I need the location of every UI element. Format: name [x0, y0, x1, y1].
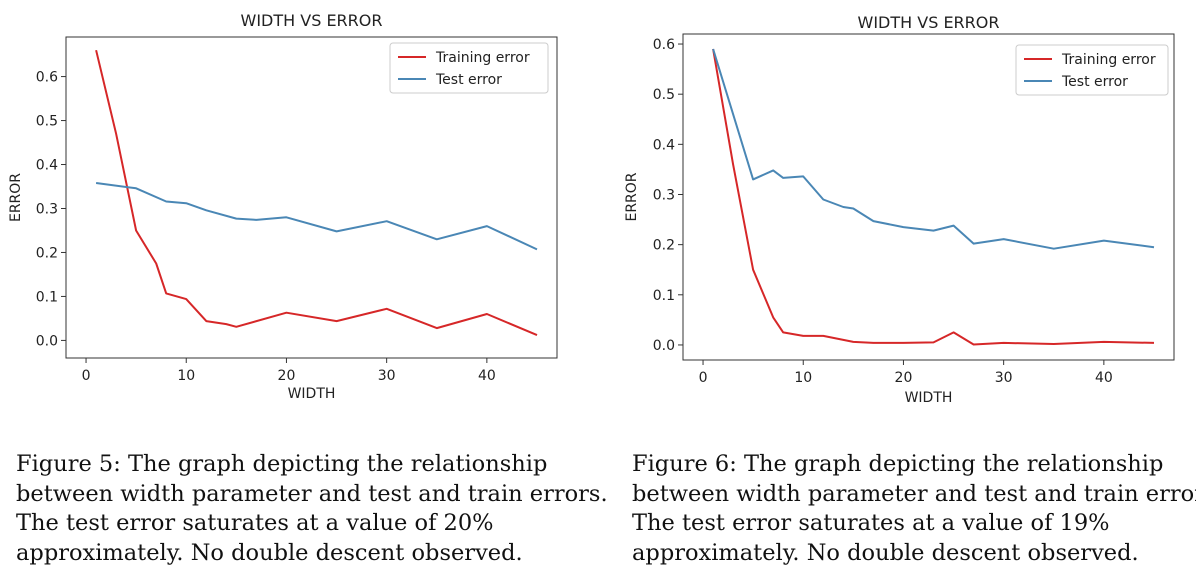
- figure-6-panel: WIDTH VS ERROR 0 10 20 30 40 0.0 0.1 0.2 0.3 0.4 0.…: [598, 0, 1196, 573]
- legend-label: Test error: [1061, 74, 1128, 90]
- figure-6-chart: WIDTH VS ERROR 0 10 20 30 40 0.0 0.1 0.2 0.3 0.4 0.…: [624, 13, 1175, 406]
- plot-frame: [682, 33, 1175, 361]
- caption-line: Figure 5: The graph depicting the relati…: [16, 451, 548, 477]
- caption-line: Figure 6: The graph depicting the relati…: [632, 451, 1164, 477]
- x-tick-label: 40: [1095, 370, 1113, 386]
- training-error-line: [712, 48, 1155, 346]
- legend-label: Training error: [435, 50, 530, 66]
- chart-title: WIDTH VS ERROR: [241, 11, 383, 30]
- test-error-line: [712, 48, 1155, 250]
- training-error-line: [95, 49, 538, 337]
- y-tick-label: 0.3: [653, 187, 675, 203]
- y-tick-label: 0.3: [36, 201, 58, 217]
- y-tick-label: 0.0: [36, 333, 58, 349]
- legend-box: [389, 42, 549, 94]
- x-tick-label: 0: [699, 370, 708, 386]
- y-tick-label: 0.2: [36, 245, 58, 261]
- figure-5-panel: WIDTH VS ERROR 0 10 20 30 40 0.0 0.1 0.2 0.3 0.4 0.…: [8, 11, 608, 568]
- legend-label: Test error: [435, 72, 502, 88]
- x-tick-label: 40: [478, 368, 496, 384]
- y-tick-label: 0.1: [36, 289, 58, 305]
- legend-label: Training error: [1061, 52, 1156, 68]
- figure-5-chart: WIDTH VS ERROR 0 10 20 30 40 0.0 0.1 0.2 0.3 0.4 0.…: [8, 11, 558, 402]
- x-tick-label: 20: [895, 370, 913, 386]
- x-tick-label: 30: [378, 368, 396, 384]
- y-tick-label: 0.5: [36, 114, 58, 130]
- x-tick-label: 10: [177, 368, 195, 384]
- caption-line: between width parameter and test and tra…: [632, 480, 1196, 507]
- plot-frame: [65, 36, 558, 359]
- x-tick-label: 20: [278, 368, 296, 384]
- caption-line: The test error saturates at a value of 1…: [632, 510, 1110, 536]
- figure-5-caption: Figure 5: The graph depicting the relati…: [16, 450, 608, 568]
- y-axis-label: ERROR: [8, 173, 24, 222]
- chart-title: WIDTH VS ERROR: [858, 13, 1000, 32]
- y-tick-label: 0.0: [653, 338, 675, 354]
- y-tick-label: 0.6: [653, 37, 675, 53]
- legend-box: [1015, 44, 1169, 96]
- y-tick-label: 0.6: [36, 70, 58, 86]
- x-tick-label: 0: [82, 368, 91, 384]
- caption-line: approximately. No double descent observe…: [16, 539, 523, 566]
- y-tick-label: 0.1: [653, 288, 675, 304]
- caption-line: between width parameter and test and tra…: [16, 480, 608, 507]
- x-tick-label: 30: [995, 370, 1013, 386]
- x-axis-label: WIDTH: [905, 390, 953, 406]
- y-tick-label: 0.2: [653, 238, 675, 254]
- caption-line: The test error saturates at a value of 2…: [16, 510, 494, 536]
- y-tick-label: 0.4: [653, 137, 675, 153]
- figure-6-caption: Figure 6: The graph depicting the relati…: [632, 450, 1196, 568]
- test-error-line: [95, 182, 538, 251]
- x-axis-label: WIDTH: [288, 386, 336, 402]
- caption-line: approximately. No double descent observe…: [632, 539, 1139, 566]
- x-tick-label: 10: [794, 370, 812, 386]
- y-tick-label: 0.4: [36, 158, 58, 174]
- y-axis-label: ERROR: [624, 172, 640, 221]
- y-tick-label: 0.5: [653, 87, 675, 103]
